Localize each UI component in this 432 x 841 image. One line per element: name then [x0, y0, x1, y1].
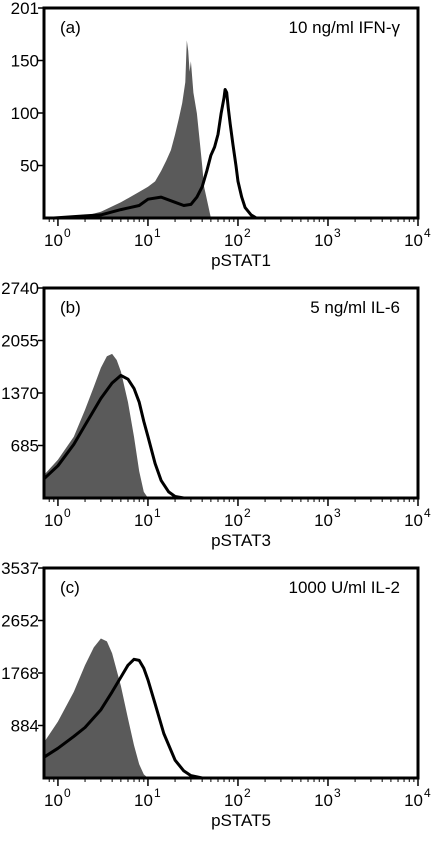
condition-annotation: 10 ng/ml IFN-γ [289, 18, 401, 37]
control-histogram-fill [53, 40, 211, 219]
histogram-panel-c: 3537 2652 1768 884 10 0 10 1 10 2 10 3 10 4 pSTAT5 (c) 1… [0, 560, 432, 841]
x-tick-exponent: 0 [64, 786, 71, 800]
plot-frame [42, 6, 420, 220]
x-tick-exponent: 3 [334, 786, 341, 800]
x-tick-exponent: 1 [154, 506, 161, 520]
control-histogram-fill [44, 353, 148, 498]
panel-label: (c) [60, 578, 80, 597]
x-tick-label: 10 [224, 511, 243, 530]
x-tick-label: 10 [134, 231, 153, 250]
y-tick-label: 3537 [1, 560, 39, 578]
x-tick-label: 10 [44, 511, 63, 530]
x-tick-exponent: 0 [64, 506, 71, 520]
x-tick-label: 10 [404, 511, 423, 530]
x-tick-exponent: 0 [64, 226, 71, 240]
y-tick-label: 2055 [1, 332, 39, 351]
x-tick-label: 10 [404, 231, 423, 250]
histogram-panel-b: 2740 2055 1370 685 10 0 10 1 10 2 10 3 10 4 pSTAT3 (b) 5… [0, 280, 432, 560]
x-tick-label: 10 [224, 791, 243, 810]
x-axis-label: pSTAT5 [211, 811, 271, 830]
x-tick-exponent: 4 [424, 226, 431, 240]
stimulated-histogram-line [42, 373, 185, 500]
x-tick-exponent: 1 [154, 226, 161, 240]
y-tick-label: 1370 [1, 384, 39, 403]
x-tick-label: 10 [44, 231, 63, 250]
x-tick-label: 10 [134, 511, 153, 530]
stimulated-histogram-line [43, 657, 203, 780]
y-tick-label: 50 [20, 157, 39, 176]
condition-annotation: 1000 U/ml IL-2 [289, 578, 401, 597]
x-tick-label: 10 [314, 231, 333, 250]
y-tick-label: 685 [11, 437, 39, 456]
panel-label: (a) [60, 18, 81, 37]
y-tick-label: 884 [11, 717, 39, 736]
x-tick-exponent: 2 [244, 226, 251, 240]
y-tick-label: 150 [11, 52, 39, 71]
control-histogram-fill [44, 638, 148, 778]
x-tick-exponent: 2 [244, 506, 251, 520]
x-tick-exponent: 1 [154, 786, 161, 800]
x-tick-exponent: 2 [244, 786, 251, 800]
y-tick-label: 2740 [1, 280, 39, 298]
x-tick-label: 10 [44, 791, 63, 810]
x-tick-label: 10 [314, 791, 333, 810]
x-tick-exponent: 3 [334, 506, 341, 520]
condition-annotation: 5 ng/ml IL-6 [310, 298, 400, 317]
x-tick-label: 10 [314, 511, 333, 530]
histogram-panel-a: 201 150 100 50 10 0 10 1 10 2 10 3 10 4 pSTAT1 (a) 10 ng… [0, 0, 432, 280]
x-tick-exponent: 4 [424, 506, 431, 520]
y-tick-label: 100 [11, 104, 39, 123]
x-tick-exponent: 4 [424, 786, 431, 800]
stimulated-histogram-line [53, 88, 258, 220]
y-tick-label: 1768 [1, 664, 39, 683]
x-axis-label: pSTAT1 [211, 251, 271, 270]
x-axis-label: pSTAT3 [211, 531, 271, 550]
y-tick-label: 201 [11, 0, 39, 18]
panel-label: (b) [60, 298, 81, 317]
x-tick-label: 10 [224, 231, 243, 250]
y-tick-label: 2652 [1, 612, 39, 631]
x-tick-label: 10 [404, 791, 423, 810]
x-tick-label: 10 [134, 791, 153, 810]
x-tick-exponent: 3 [334, 226, 341, 240]
